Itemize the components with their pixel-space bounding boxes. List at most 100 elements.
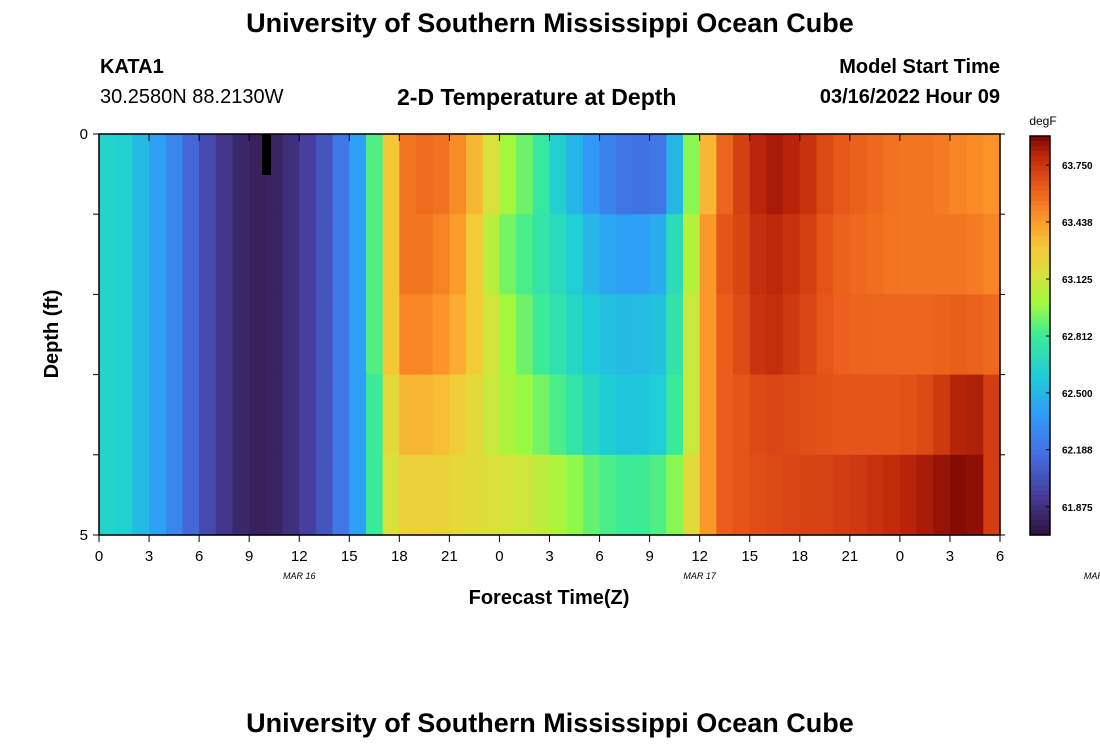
heatmap-cell (99, 294, 117, 376)
heatmap-cell (983, 294, 1001, 376)
heatmap-cell (716, 454, 734, 536)
heatmap-cell (833, 374, 851, 456)
heatmap-cell (666, 294, 684, 376)
heatmap-cell (449, 214, 467, 295)
colorbar-segment (1030, 475, 1050, 481)
heatmap-cell (416, 454, 434, 536)
heatmap-cell (566, 374, 584, 456)
heatmap-cell (149, 454, 167, 536)
heatmap-cell (599, 454, 617, 536)
heatmap-cell (783, 454, 801, 536)
heatmap-cell (249, 454, 267, 536)
heatmap-cell (966, 214, 984, 295)
heatmap-cell (816, 294, 834, 376)
heatmap-cell (949, 134, 968, 215)
heatmap-cell (749, 374, 768, 456)
heatmap-cell (599, 134, 617, 215)
heatmap-cell (949, 294, 968, 376)
x-date-label: MAR 17 (683, 571, 717, 581)
heatmap-cell (315, 454, 334, 536)
colorbar-segment (1030, 210, 1050, 217)
heatmap-cell (115, 294, 133, 376)
heatmap-cell (532, 374, 551, 456)
heatmap-cell (966, 294, 984, 376)
heatmap-cell (516, 294, 534, 376)
heatmap-cell (232, 294, 250, 376)
heatmap-cell (616, 454, 634, 536)
heatmap-cell (99, 134, 117, 215)
colorbar-segment (1030, 370, 1050, 376)
heatmap-cell (599, 294, 617, 376)
heatmap-cell (799, 134, 818, 215)
heatmap-cell (399, 214, 417, 295)
heatmap-cell (632, 214, 651, 295)
x-tick-label: 9 (245, 548, 253, 565)
heatmap-cell (916, 134, 934, 215)
heatmap-cell (983, 214, 1001, 295)
heatmap-cell (682, 294, 701, 376)
colorbar-tick-label: 63.750 (1062, 161, 1093, 172)
colorbar-segment (1030, 140, 1050, 147)
heatmap-cell (866, 214, 884, 295)
heatmap-cell (115, 134, 133, 215)
colorbar-tick-label: 62.188 (1062, 446, 1093, 457)
colorbar-segment (1030, 160, 1050, 167)
x-tick-label: 15 (341, 548, 358, 565)
heatmap-cell (899, 294, 918, 376)
colorbar-segment (1030, 335, 1050, 342)
missing-data-marker (262, 134, 271, 175)
heatmap-cell (949, 214, 968, 295)
heatmap-cell (649, 214, 667, 295)
heatmap-cell (733, 454, 751, 536)
heatmap-cell (416, 214, 434, 295)
colorbar-segment (1030, 170, 1050, 177)
heatmap-cell (282, 134, 300, 215)
colorbar-segment (1030, 295, 1050, 302)
colorbar-segment (1030, 360, 1050, 367)
colorbar-segment (1030, 530, 1050, 536)
heatmap-cell (382, 454, 400, 536)
heatmap-cell (699, 454, 717, 536)
colorbar-segment (1030, 525, 1050, 531)
heatmap-cell (432, 294, 450, 376)
heatmap-cell (115, 454, 133, 536)
colorbar-segment (1030, 515, 1050, 521)
heatmap-cell (716, 214, 734, 295)
colorbar-segment (1030, 345, 1050, 352)
heatmap-cell (766, 214, 784, 295)
heatmap-cell (532, 134, 551, 215)
heatmap-cell (332, 134, 350, 215)
heatmap-cell (132, 294, 150, 376)
colorbar-segment (1030, 185, 1050, 192)
heatmap-cell (349, 294, 367, 376)
heatmap-cell (382, 294, 400, 376)
x-tick-label: 3 (946, 548, 954, 565)
colorbar-segment (1030, 350, 1050, 357)
heatmap-cell (966, 374, 984, 456)
heatmap-cell (332, 214, 350, 295)
heatmap-cell (632, 134, 651, 215)
heatmap-cell (382, 214, 400, 295)
heatmap-cell (299, 214, 317, 295)
heatmap-cell (349, 134, 367, 215)
heatmap-cell (649, 454, 667, 536)
heatmap-cell (666, 454, 684, 536)
colorbar-segment (1030, 435, 1050, 441)
heatmap-cell (132, 214, 150, 295)
heatmap-cell (132, 454, 150, 536)
heatmap-cell (933, 294, 951, 376)
colorbar-segment (1030, 430, 1050, 436)
heatmap-cell (849, 294, 868, 376)
colorbar-segment (1030, 410, 1050, 416)
heatmap-cell (582, 294, 601, 376)
heatmap-cell (299, 374, 317, 456)
heatmap-cell (666, 134, 684, 215)
heatmap-cell (716, 134, 734, 215)
heatmap-cell (149, 294, 167, 376)
heatmap-cell (315, 214, 334, 295)
x-tick-label: 18 (791, 548, 808, 565)
colorbar-segment (1030, 480, 1050, 486)
heatmap-cell (432, 214, 450, 295)
heatmap-cell (649, 134, 667, 215)
colorbar-segment (1030, 320, 1050, 327)
